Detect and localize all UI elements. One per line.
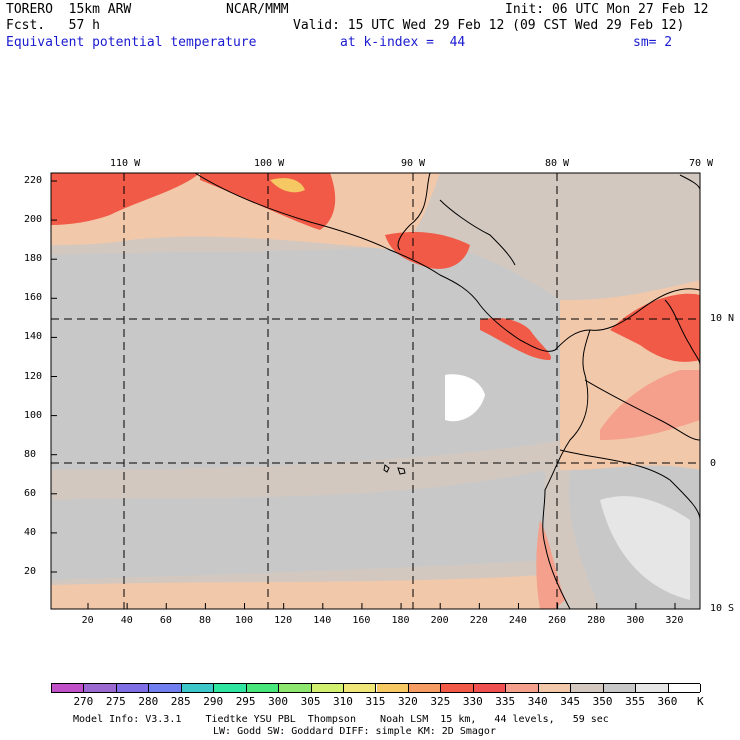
x-tick-label: 200 (430, 615, 449, 626)
x-tick-label: 160 (352, 615, 371, 626)
legend-swatch (116, 684, 150, 692)
legend-swatch (84, 684, 117, 692)
map-frame (50, 172, 701, 610)
y-tick-label: 60 (24, 487, 37, 499)
physics-info: LW: Godd SW: Goddard DIFF: simple KM: 2D… (213, 726, 496, 737)
legend-unit: K (697, 695, 704, 708)
legend-value: 350 (592, 695, 613, 708)
legend-value: 295 (235, 695, 256, 708)
legend-swatch (52, 684, 85, 692)
legend-value: 325 (430, 695, 451, 708)
legend-swatch (344, 684, 377, 692)
y-tick-label: 180 (24, 253, 43, 265)
y-tick-label: 160 (24, 292, 43, 304)
legend-value: 290 (203, 695, 224, 708)
legend-value: 280 (138, 695, 159, 708)
legend-swatch (149, 684, 182, 692)
legend-swatch (279, 684, 312, 692)
legend-swatch (214, 684, 247, 692)
y-tick-label: 20 (24, 566, 37, 577)
lat-lon-grid (51, 173, 700, 609)
y-tick-label: 140 (24, 331, 43, 343)
lat-label-10n: 10 N (710, 313, 735, 324)
lon-label-100w: 100 W (254, 158, 285, 169)
legend-value: 315 (365, 695, 386, 708)
coastlines (194, 173, 700, 609)
forecast-hour: Fcst. 57 h (6, 18, 100, 33)
legend-swatch (636, 684, 669, 692)
lat-label-0: 0 (710, 458, 717, 469)
lat-label-10s: 10 S (710, 603, 735, 614)
legend-value: 270 (73, 695, 94, 708)
init-time: Init: 06 UTC Mon 27 Feb 12 (505, 2, 709, 17)
x-tick-label: 100 (234, 615, 253, 626)
valid-time: Valid: 15 UTC Wed 29 Feb 12 (09 CST Wed … (293, 18, 685, 33)
x-tick-label: 300 (626, 615, 645, 626)
lon-label-70w: 70 W (689, 158, 714, 169)
x-tick-label: 20 (81, 615, 94, 626)
smoothing-label: sm= 2 (633, 35, 673, 50)
y-tick-label: 100 (24, 409, 43, 421)
legend-swatch (311, 684, 345, 692)
legend-value: 355 (625, 695, 645, 708)
legend-swatch (181, 684, 215, 692)
x-tick-label: 140 (313, 615, 332, 626)
legend-swatch (408, 684, 442, 692)
legend-swatch (668, 684, 701, 692)
legend-value: 285 (170, 695, 191, 708)
legend-swatch (473, 684, 507, 692)
legend-swatch (571, 684, 604, 692)
x-tick-label: 320 (665, 615, 684, 626)
legend-swatch (506, 684, 539, 692)
legend-value: 360 (657, 695, 678, 708)
legend-value: 345 (560, 695, 581, 708)
legend-value: 275 (105, 695, 126, 708)
color-legend (51, 683, 701, 693)
y-tick-label: 200 (24, 214, 43, 226)
x-tick-label: 220 (469, 615, 488, 626)
x-tick-label: 180 (391, 615, 410, 626)
level-label: at k-index = 44 (340, 35, 466, 50)
legend-value: 320 (397, 695, 418, 708)
axis-ticks (51, 180, 676, 609)
lon-label-90w: 90 W (401, 158, 426, 169)
lon-label-110w: 110 W (110, 158, 141, 169)
legend-value: 305 (300, 695, 321, 708)
y-tick-label: 120 (24, 370, 43, 382)
legend-swatch (603, 684, 637, 692)
legend-swatch (441, 684, 474, 692)
field-shading (51, 173, 700, 609)
x-tick-label: 120 (274, 615, 293, 626)
y-tick-label: 220 (24, 175, 43, 186)
x-tick-label: 260 (548, 615, 567, 626)
x-tick-label: 80 (199, 615, 212, 626)
legend-value: 310 (333, 695, 353, 708)
theta-e-map (50, 172, 701, 610)
legend-value: 340 (527, 695, 548, 708)
x-tick-label: 280 (587, 615, 606, 626)
legend-value: 335 (495, 695, 516, 708)
legend-value: 300 (268, 695, 289, 708)
x-tick-label: 40 (120, 615, 133, 626)
legend-swatch (376, 684, 409, 692)
model-title: TORERO 15km ARW (6, 2, 132, 17)
lon-label-80w: 80 W (545, 158, 570, 169)
x-tick-label: 60 (159, 615, 172, 626)
field-name: Equivalent potential temperature (6, 35, 257, 50)
x-tick-label: 240 (508, 615, 527, 626)
legend-swatch (538, 684, 572, 692)
y-tick-label: 80 (24, 448, 37, 460)
model-info: Model Info: V3.3.1 Tiedtke YSU PBL Thomp… (73, 714, 609, 725)
y-tick-label: 40 (24, 526, 37, 538)
center-label: NCAR/MMM (226, 2, 289, 17)
legend-swatch (246, 684, 280, 692)
legend-value: 330 (462, 695, 483, 708)
